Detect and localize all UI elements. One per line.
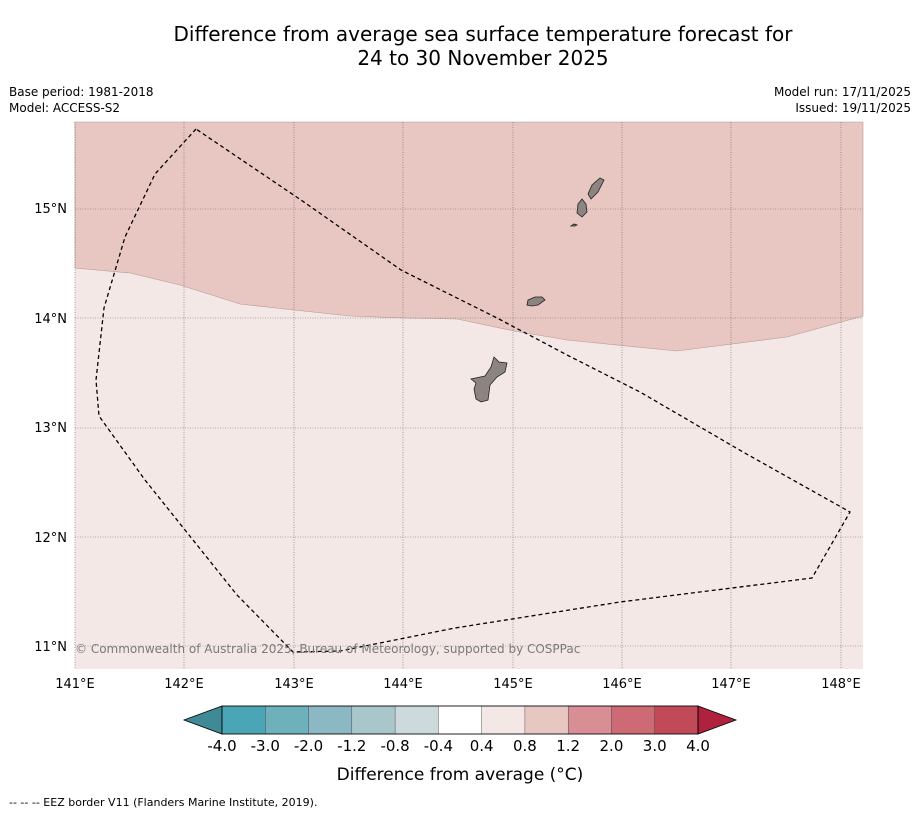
lat-axis-labels: 15°N 14°N 13°N 12°N 11°N	[34, 202, 67, 655]
chart-title: Difference from average sea surface temp…	[0, 22, 919, 70]
island-saipan	[587, 177, 605, 200]
colorbar-segment	[611, 705, 656, 735]
island-guam	[470, 356, 508, 403]
anomaly-region-high	[74, 121, 864, 352]
lon-label: 144°E	[383, 677, 423, 692]
lat-label: 13°N	[34, 421, 67, 436]
lat-label: 15°N	[34, 202, 67, 217]
colorbar-title: Difference from average (°C)	[337, 765, 584, 785]
colorbar-outline	[221, 705, 699, 735]
colorbar-tick-label: -0.4	[424, 737, 453, 755]
base-period-text: Base period: 1981-2018	[9, 85, 154, 99]
colorbar-segment	[438, 705, 483, 735]
colorbar-tick-label: -2.0	[294, 737, 323, 755]
copyright-text: © Commonwealth of Australia 2025, Bureau…	[75, 642, 580, 656]
meta-left: Base period: 1981-2018 Model: ACCESS-S2	[9, 84, 154, 116]
title-line-1: Difference from average sea surface temp…	[173, 22, 793, 46]
colorbar-tick-label: 0.8	[513, 737, 537, 755]
colorbar-tick-label: 3.0	[643, 737, 667, 755]
colorbar-segment	[351, 705, 396, 735]
island-rota	[526, 296, 546, 307]
lon-label: 145°E	[493, 677, 533, 692]
eez-border	[95, 128, 851, 653]
land-masses	[470, 177, 605, 403]
colorbar-under-arrow	[182, 705, 223, 735]
island-tinian	[576, 198, 588, 218]
colorbar-segment	[524, 705, 569, 735]
lon-label: 148°E	[821, 677, 861, 692]
island-aguijan	[569, 223, 579, 227]
colorbar-tick-label: 4.0	[686, 737, 710, 755]
lon-label: 143°E	[274, 677, 314, 692]
colorbar-tick-label: 1.2	[556, 737, 580, 755]
colorbar-segment	[654, 705, 699, 735]
colorbar-segment	[308, 705, 353, 735]
lat-label: 12°N	[34, 531, 67, 546]
colorbar-segments	[221, 705, 699, 735]
lon-axis-labels: 141°E 142°E 143°E 144°E 145°E 146°E 147°…	[55, 677, 861, 692]
colorbar-tick-label: -4.0	[207, 737, 236, 755]
gridlines	[74, 122, 863, 669]
map-panel: © Commonwealth of Australia 2025, Bureau…	[74, 121, 864, 669]
colorbar-tick-label: -3.0	[251, 737, 280, 755]
issued-text: Issued: 19/11/2025	[795, 101, 911, 115]
colorbar-tick-label: -1.2	[337, 737, 366, 755]
colorbar-tick-labels: -4.0 -3.0 -2.0 -1.2 -0.8 -0.4 0.4 0.8 1.2 2.0 3.0 4…	[207, 737, 710, 755]
title-line-2: 24 to 30 November 2025	[357, 46, 609, 70]
lon-label: 142°E	[164, 677, 204, 692]
lat-label: 14°N	[34, 312, 67, 327]
eez-legend-note: -- -- -- EEZ border V11 (Flanders Marine…	[9, 796, 318, 809]
lon-label: 146°E	[602, 677, 642, 692]
colorbar-segment	[221, 705, 266, 735]
colorbar-tick-label: -0.8	[380, 737, 409, 755]
colorbar-tick-label: 2.0	[600, 737, 624, 755]
colorbar-segment	[481, 705, 526, 735]
colorbar-segment	[265, 705, 310, 735]
lon-label: 141°E	[55, 677, 95, 692]
lon-label: 147°E	[711, 677, 751, 692]
colorbar-over-arrow	[697, 705, 738, 735]
model-run-text: Model run: 17/11/2025	[773, 85, 911, 99]
meta-right: Model run: 17/11/2025 Issued: 19/11/2025	[774, 84, 911, 116]
lat-label: 11°N	[34, 640, 67, 655]
model-text: Model: ACCESS-S2	[9, 101, 121, 115]
colorbar-segment	[567, 705, 613, 735]
colorbar-segment	[394, 705, 439, 735]
colorbar: -4.0 -3.0 -2.0 -1.2 -0.8 -0.4 0.4 0.8 1.2 2.0 3.0 4…	[182, 705, 738, 785]
colorbar-tick-label: 0.4	[470, 737, 494, 755]
